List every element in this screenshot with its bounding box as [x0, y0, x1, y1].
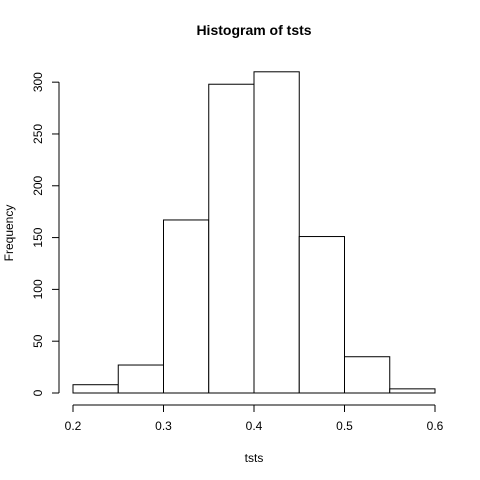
histogram-bar [389, 388, 436, 394]
x-axis-label: tsts [245, 451, 264, 465]
x-tick-label: 0.5 [336, 419, 353, 433]
histogram-bar [208, 83, 255, 394]
chart-title: Histogram of tsts [196, 22, 311, 38]
x-tick-label: 0.3 [155, 419, 172, 433]
y-tick-label: 150 [31, 227, 45, 247]
histogram-bar [72, 384, 119, 394]
histogram-bar [117, 364, 164, 394]
histogram-bar [253, 71, 300, 394]
x-axis: 0.2 0.3 0.4 0.5 0.6 [65, 404, 444, 433]
bars-group [72, 71, 436, 394]
y-tick-label: 300 [31, 72, 45, 92]
y-axis-label: Frequency [2, 205, 16, 262]
x-tick-label: 0.4 [246, 419, 263, 433]
y-tick-label: 0 [31, 389, 45, 396]
histogram-bar [163, 219, 210, 394]
y-tick-label: 200 [31, 175, 45, 195]
y-tick-label: 250 [31, 124, 45, 144]
histogram-bar [298, 236, 345, 394]
x-tick-label: 0.6 [427, 419, 444, 433]
y-tick-label: 100 [31, 279, 45, 299]
x-tick-label: 0.2 [65, 419, 82, 433]
y-tick-label: 50 [31, 334, 45, 348]
y-axis: 0 50 100 150 200 250 300 [31, 72, 60, 396]
histogram-bar [344, 356, 391, 394]
